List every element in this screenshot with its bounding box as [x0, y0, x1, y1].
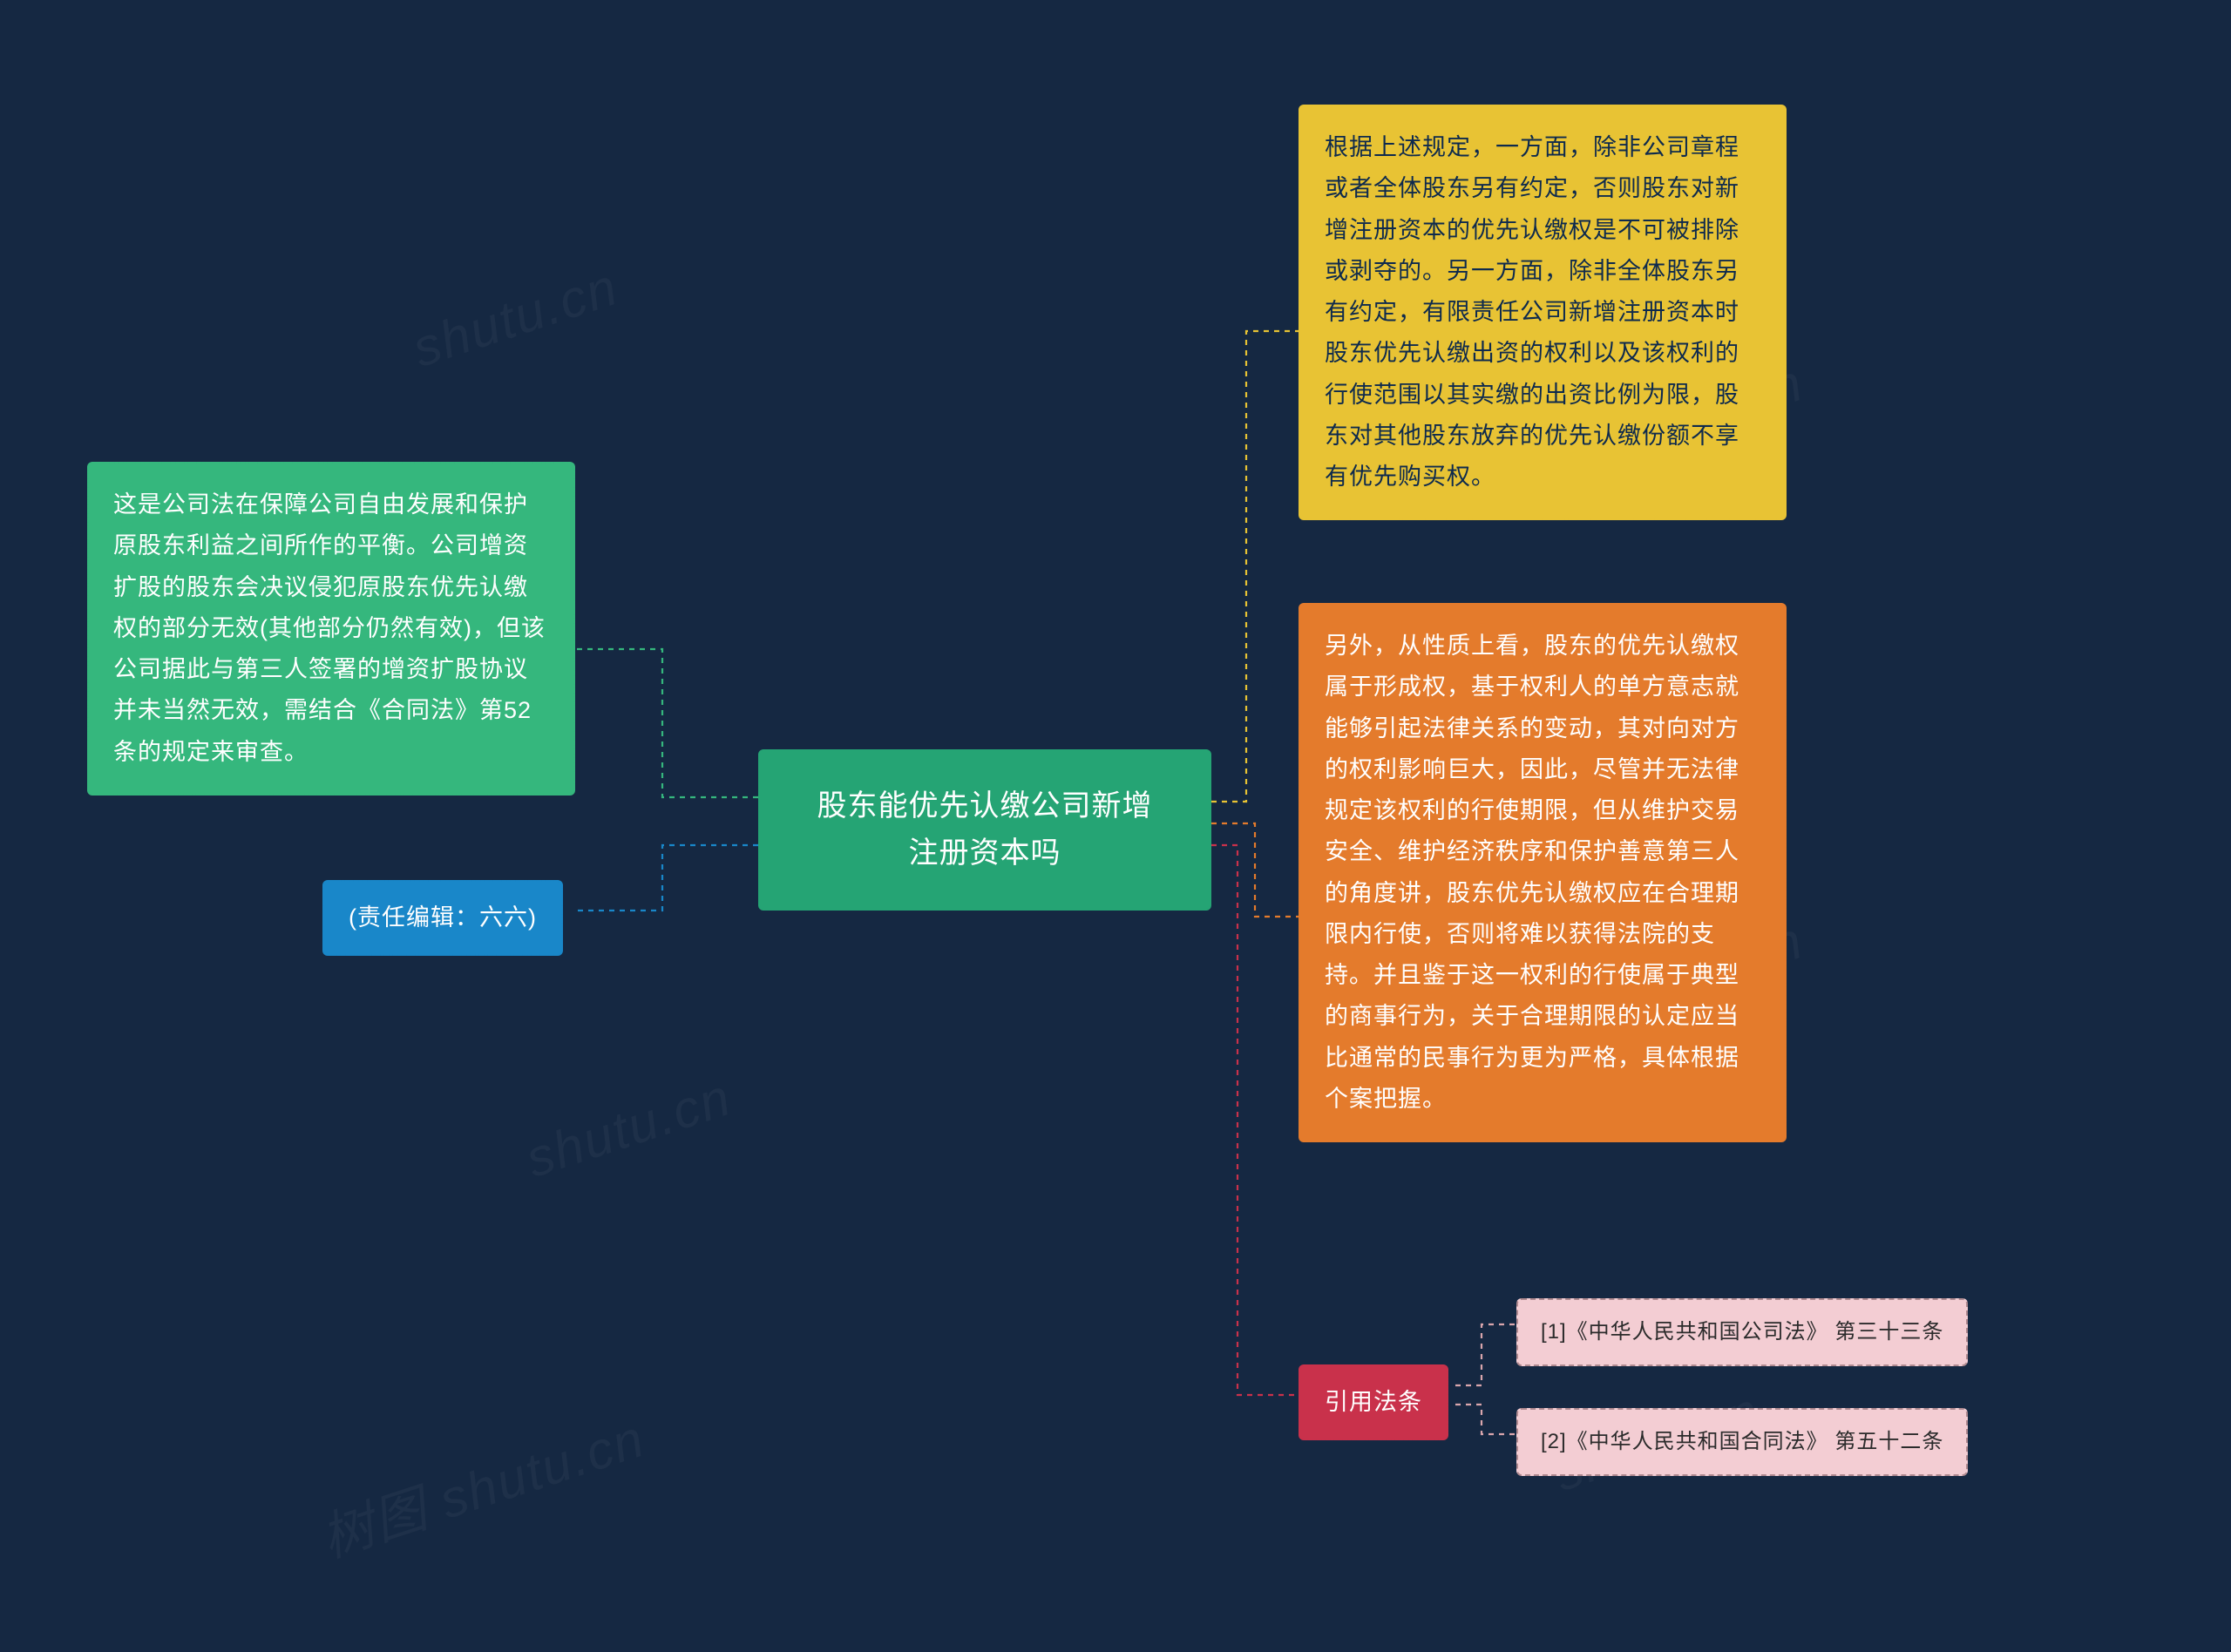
- node-green-text: 这是公司法在保障公司自由发展和保护原股东利益之间所作的平衡。公司增资扩股的股东会…: [113, 491, 546, 765]
- node-editor[interactable]: (责任编辑：六六): [322, 880, 563, 956]
- node-yellow[interactable]: 根据上述规定，一方面，除非公司章程或者全体股东另有约定，否则股东对新增注册资本的…: [1299, 105, 1787, 520]
- node-yellow-text: 根据上述规定，一方面，除非公司章程或者全体股东另有约定，否则股东对新增注册资本的…: [1325, 134, 1739, 490]
- node-orange[interactable]: 另外，从性质上看，股东的优先认缴权属于形成权，基于权利人的单方意志就能够引起法律…: [1299, 603, 1787, 1142]
- node-orange-text: 另外，从性质上看，股东的优先认缴权属于形成权，基于权利人的单方意志就能够引起法律…: [1325, 633, 1739, 1112]
- node-law-ref-2-text: [2]《中华人民共和国合同法》 第五十二条: [1541, 1430, 1943, 1453]
- node-editor-text: (责任编辑：六六): [349, 904, 537, 931]
- center-topic[interactable]: 股东能优先认缴公司新增注册资本吗: [758, 749, 1211, 911]
- node-law-ref-2[interactable]: [2]《中华人民共和国合同法》 第五十二条: [1516, 1408, 1968, 1476]
- watermark: 树图 shutu.cn: [310, 1397, 654, 1573]
- center-topic-text: 股东能优先认缴公司新增注册资本吗: [817, 789, 1153, 870]
- watermark: shutu.cn: [405, 256, 625, 379]
- node-law-ref-1[interactable]: [1]《中华人民共和国公司法》 第三十三条: [1516, 1298, 1968, 1366]
- node-citation[interactable]: 引用法条: [1299, 1364, 1448, 1440]
- watermark: shutu.cn: [519, 1066, 738, 1189]
- node-law-ref-1-text: [1]《中华人民共和国公司法》 第三十三条: [1541, 1320, 1943, 1344]
- node-citation-text: 引用法条: [1325, 1389, 1422, 1415]
- node-green[interactable]: 这是公司法在保障公司自由发展和保护原股东利益之间所作的平衡。公司增资扩股的股东会…: [87, 462, 575, 796]
